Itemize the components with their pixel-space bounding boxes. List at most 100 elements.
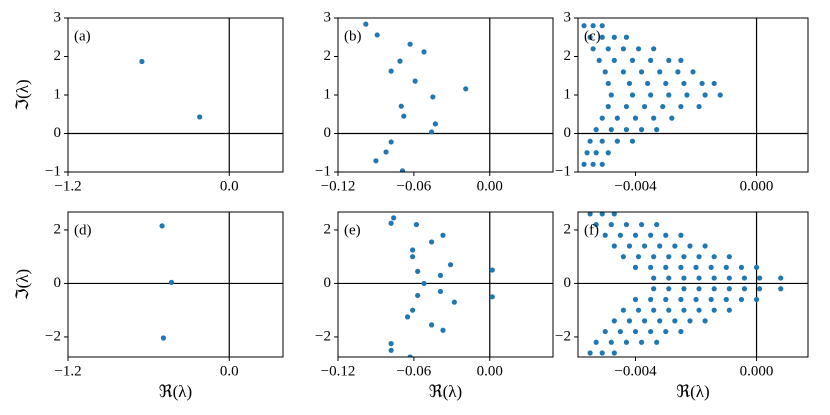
point [702,318,708,324]
x-axis-label: ℜ(λ) [429,382,462,401]
panel-label: (c) [584,28,601,44]
point [663,296,669,303]
x-tick-label: 0.000 [740,363,774,379]
point [678,57,684,63]
x-tick-label: 0.0 [220,178,239,194]
point [666,286,672,292]
point [611,243,617,249]
y-tick-label: 0 [564,125,572,141]
point [410,254,416,260]
point [756,275,763,281]
point [778,275,784,281]
point [611,212,617,217]
y-axis-label: ℑ(λ) [13,269,32,300]
point [398,103,404,109]
point [599,350,605,356]
point [726,254,732,260]
point [451,299,457,305]
point [672,243,678,249]
point [756,286,763,292]
point [602,328,608,335]
point [632,296,639,303]
point [687,318,693,324]
point [602,69,608,75]
point [602,232,608,238]
point [611,318,617,324]
point [159,223,165,229]
point [663,264,669,270]
point [696,103,702,110]
point [581,161,587,167]
point [623,34,630,40]
y-tick-label: 1 [54,86,62,102]
point [432,121,438,127]
point [723,264,729,270]
y-tick-label: −2 [315,328,331,344]
point [415,268,421,274]
point [593,150,599,156]
point [648,328,654,335]
point [684,92,690,98]
point [675,69,681,75]
point [702,92,708,98]
x-axis-label: ℜ(λ) [676,382,709,401]
y-tick-label: −1 [555,163,571,179]
x-tick-label: −0.06 [397,363,432,379]
point [168,279,175,285]
point [629,138,636,144]
point [693,296,699,303]
point [678,232,684,238]
point [738,296,745,303]
point [635,46,642,52]
y-tick-label: 2 [324,221,332,237]
point [489,267,495,273]
point [611,57,617,63]
point [587,350,593,356]
point [608,339,614,345]
plot-area [578,212,808,357]
y-tick-label: 0 [324,125,332,141]
point [620,254,626,260]
point [608,92,614,98]
point [726,307,732,313]
point [648,92,654,98]
axes-frame [67,17,284,173]
point [363,21,369,27]
point [614,138,620,144]
y-tick-label: 2 [324,48,332,64]
panel: −0.004 0.000 −1 0 1 2 3 (c) [555,9,809,194]
point [599,34,605,40]
x-tick-label: −0.12 [321,178,356,194]
point [626,80,633,87]
point [489,294,495,300]
point [437,288,444,295]
point [407,206,412,211]
point [711,254,717,260]
panel-label: (b) [344,28,362,44]
point [753,264,760,270]
y-tick-label: 1 [564,86,572,102]
y-tick-label: −2 [45,328,61,344]
point [681,80,687,87]
point [626,243,633,249]
point [632,115,639,121]
point [669,115,675,121]
plot-area [68,212,283,357]
point [605,46,611,52]
point [197,114,203,120]
point [447,262,454,268]
point [696,254,702,260]
point [587,212,593,217]
point [605,150,611,156]
point [672,318,678,324]
point [681,275,687,281]
point [629,92,636,98]
point [726,275,732,281]
point [651,115,657,121]
point [708,296,714,303]
y-tick-label: 2 [564,48,572,64]
point [632,328,639,335]
point [608,221,614,228]
plot-area [338,206,553,357]
